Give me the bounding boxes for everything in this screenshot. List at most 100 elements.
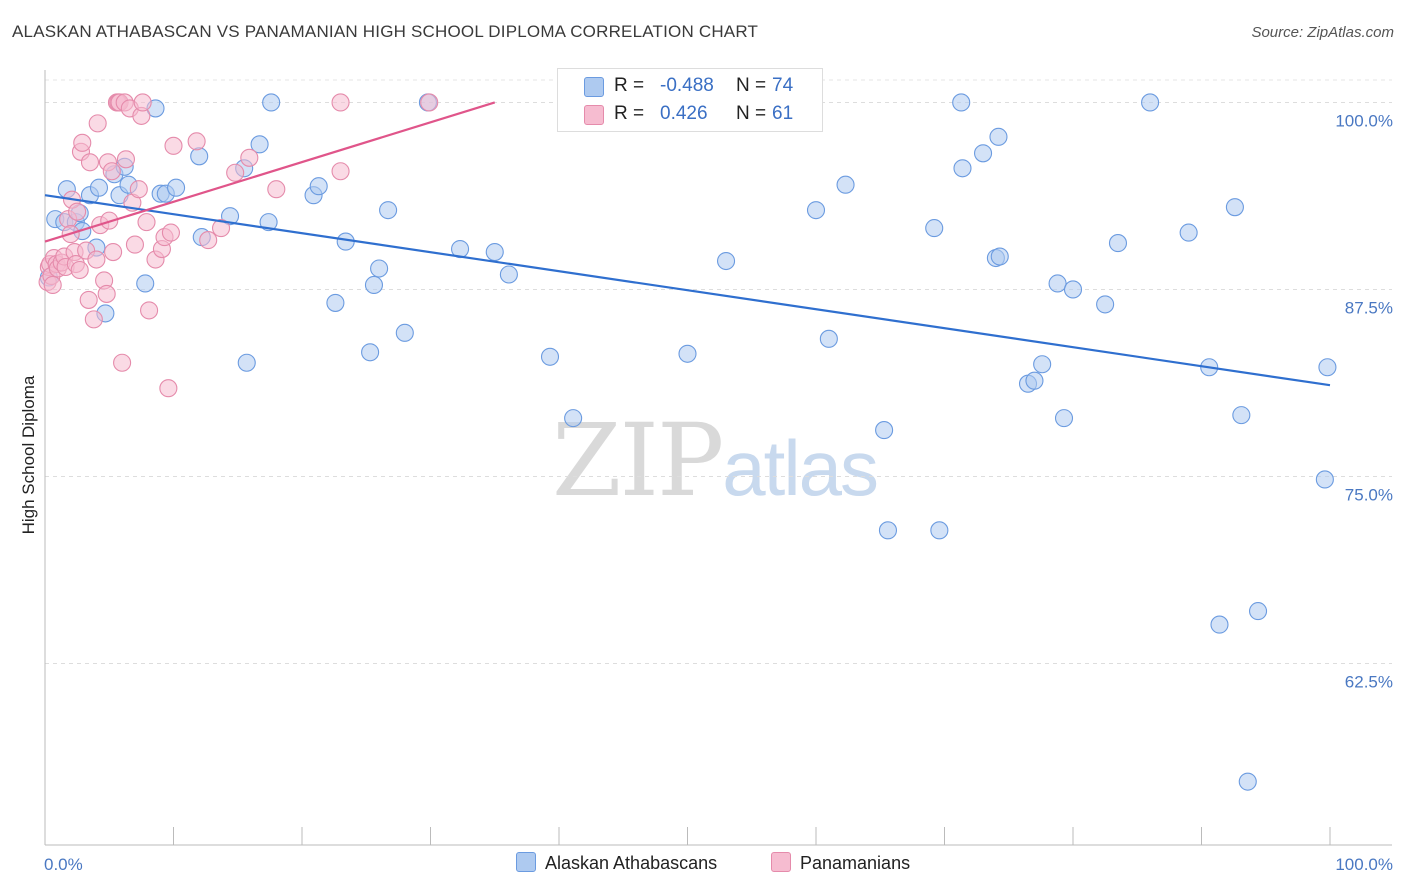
panamanian-point (129, 180, 148, 199)
n-value: 74 (772, 75, 794, 96)
n-label: N = (736, 75, 767, 96)
panamanian-trend-line (44, 101, 496, 243)
panamanian-point (79, 290, 98, 309)
x-tick-label-right: 100.0% (1335, 855, 1393, 874)
athabascan-point (262, 93, 281, 112)
athabascan-trend-line (44, 194, 1331, 387)
athabascan-point (952, 93, 971, 112)
r-label: R = (614, 103, 645, 124)
athabascan-point (1048, 274, 1067, 293)
athabascan-point (1238, 772, 1257, 791)
athabascan-point (190, 147, 209, 166)
panamanian-point (199, 231, 218, 250)
stats-legend-row-panamanian: R = 0.426 N = 61 (558, 102, 822, 128)
athabascan-point (564, 409, 583, 428)
panamanian-point (113, 353, 132, 372)
athabascan-point (1141, 93, 1160, 112)
athabascan-point (930, 521, 949, 540)
panamanian-point (331, 162, 350, 181)
panamanian-point (420, 93, 439, 112)
athabascan-point (1315, 470, 1334, 489)
athabascan-point (953, 159, 972, 178)
athabascan-point (973, 144, 993, 163)
athabascan-point (309, 177, 328, 196)
athabascan-point (326, 293, 345, 312)
athabascan-point (370, 259, 389, 278)
athabascan-point (220, 207, 240, 226)
panamanian-point (161, 223, 180, 242)
panamanian-point (159, 379, 178, 398)
panamanian-point (104, 242, 123, 262)
panamanian-point (84, 310, 103, 329)
panamanian-point (267, 180, 286, 199)
panamanian-point (80, 153, 100, 172)
athabascan-point (259, 213, 278, 232)
athabascan-point (540, 347, 560, 366)
r-value: 0.426 (660, 103, 708, 124)
chart-source: Source: ZipAtlas.com (1251, 24, 1394, 41)
panamanian-point (87, 250, 106, 269)
panamanian-point (211, 219, 231, 238)
y-tick-label: 62.5% (1345, 672, 1393, 691)
panamanian-point (97, 284, 116, 303)
athabascan-point (1210, 615, 1229, 634)
panamanian-point (133, 93, 152, 112)
panamanian-point (88, 114, 107, 133)
athabascan-point (499, 265, 518, 284)
athabascan-point (167, 178, 186, 197)
r-label: R = (614, 75, 645, 96)
legend-label-panamanians: Panamanians (800, 853, 911, 873)
x-tick-label-left: 0.0% (44, 855, 83, 874)
panamanian-point (164, 136, 183, 155)
athabascan-point (485, 242, 504, 262)
athabascan-point (361, 343, 380, 362)
athabascan-point (819, 329, 838, 348)
athabascan-point (237, 353, 256, 372)
athabascan-point (250, 135, 269, 154)
panamanian-point (240, 148, 259, 167)
athabascan-swatch (584, 77, 604, 97)
athabascan-point (806, 201, 826, 220)
n-label: N = (736, 103, 767, 124)
athabascan-point (1108, 234, 1128, 253)
athabascan-point (1318, 358, 1337, 377)
r-value: -0.488 (660, 75, 714, 96)
panamanian-point (331, 93, 350, 112)
y-tick-label: 75.0% (1345, 485, 1393, 504)
panamanian-point (102, 162, 121, 181)
legend-item-athabascans: Alaskan Athabascans (516, 852, 717, 874)
watermark: ZIPatlas (552, 402, 879, 519)
athabascan-point (379, 201, 398, 220)
athabascan-point (1063, 280, 1083, 299)
athabascan-point (395, 323, 414, 342)
athabascan-point (1232, 406, 1251, 425)
panamanian-swatch (584, 105, 604, 125)
athabascan-point (990, 247, 1009, 266)
y-axis-label: High School Diploma (19, 375, 38, 534)
athabascan-point (1179, 223, 1198, 242)
athabascan-point (678, 344, 697, 363)
athabascan-point (1033, 355, 1052, 374)
panamanian-point (125, 235, 144, 254)
panamanian-point (140, 301, 159, 320)
athabascan-point (89, 178, 109, 197)
stats-legend-row-athabascan: R = -0.488 N = 74 (558, 74, 822, 100)
panamanian-point (70, 260, 89, 280)
y-tick-label: 87.5% (1345, 298, 1393, 317)
athabascan-point (1054, 409, 1074, 428)
watermark-atlas: atlas (722, 424, 879, 512)
panamanian-point (137, 213, 156, 232)
athabascan-point (716, 251, 736, 271)
legend-item-panamanians: Panamanians (771, 852, 910, 874)
athabascan-point (925, 219, 944, 238)
athabascan-point (836, 175, 855, 194)
athabascan-point (875, 421, 894, 440)
panamanian-point (187, 132, 206, 151)
athabascan-point (1225, 198, 1244, 217)
athabascan-point (364, 275, 384, 295)
panamanian-point (68, 202, 87, 221)
panamanian-point (43, 275, 62, 295)
panamanian-point (73, 133, 92, 152)
chart-title: ALASKAN ATHABASCAN VS PANAMANIAN HIGH SC… (12, 22, 759, 41)
athabascan-point (1096, 295, 1115, 314)
